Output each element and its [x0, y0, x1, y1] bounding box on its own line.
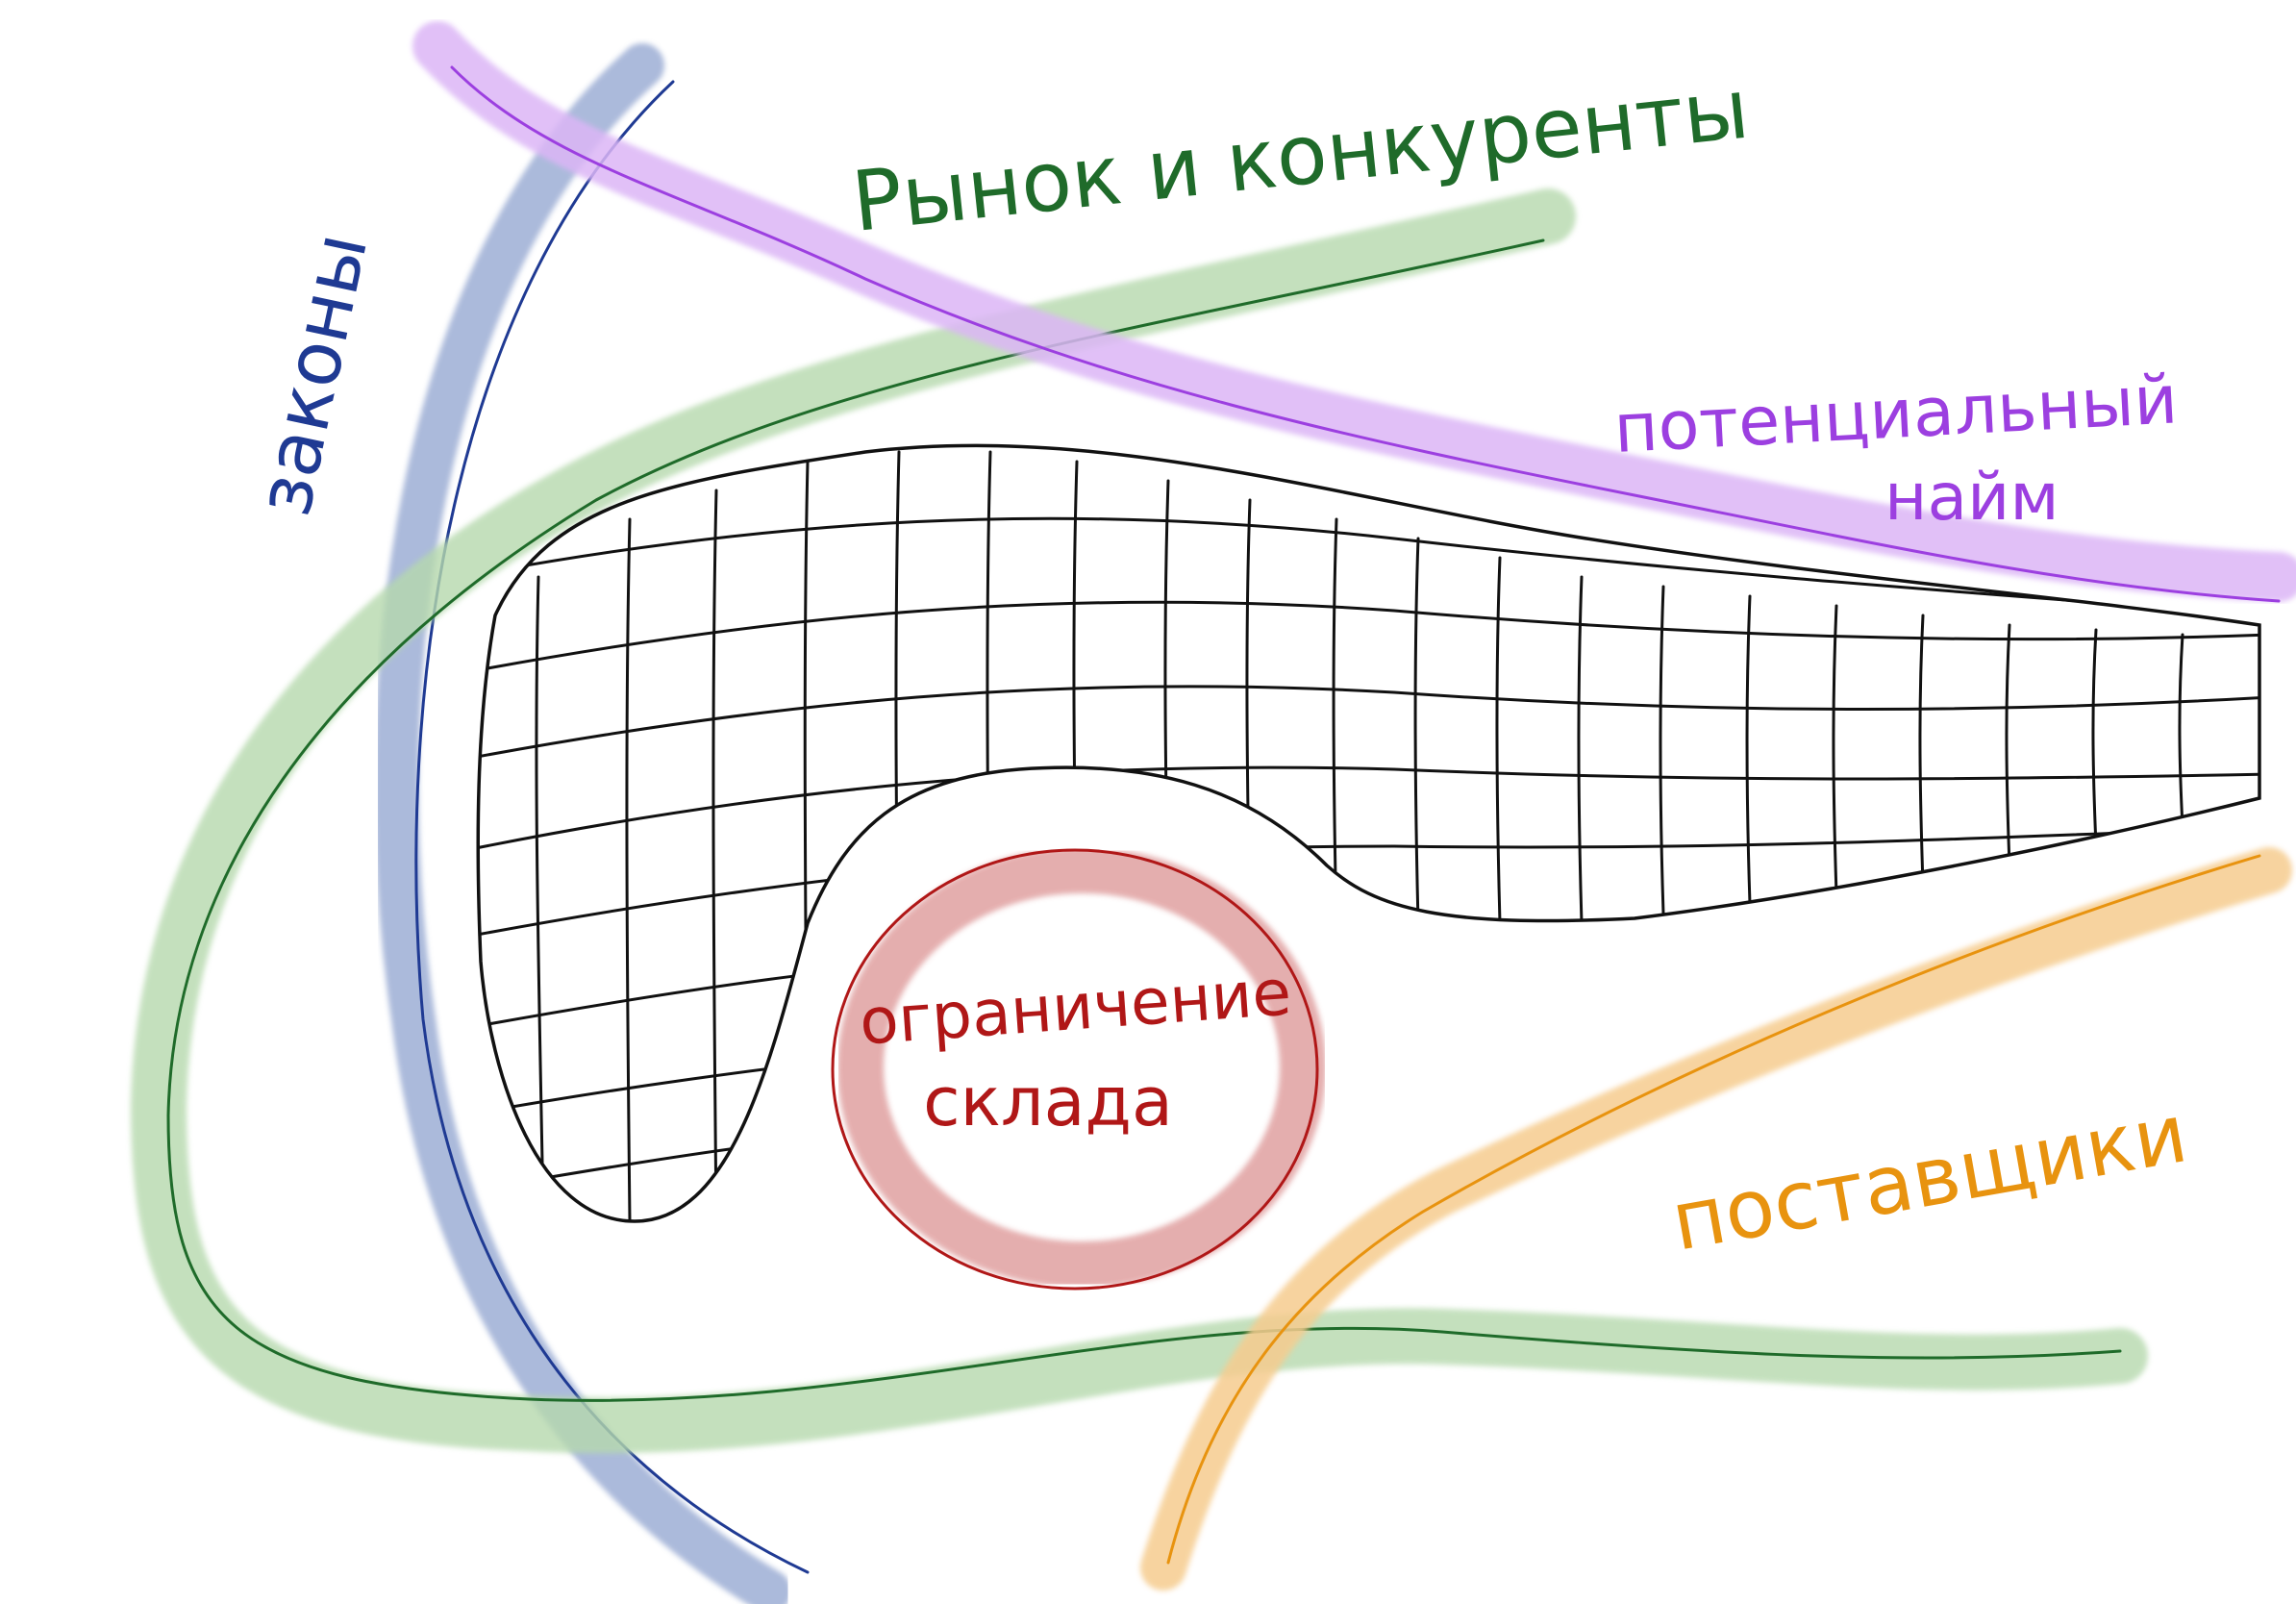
hiring-boundary: [412, 21, 2296, 603]
market-boundary: [130, 188, 2148, 1454]
laws-boundary: [374, 43, 810, 1604]
suppliers-label: поставщики: [1664, 1086, 2193, 1269]
hiring-label-line1: потенциальный: [1612, 360, 2180, 468]
laws-label: законы: [241, 226, 386, 523]
hiring-label-line2: найм: [1884, 460, 2059, 536]
suppliers-boundary: [1140, 847, 2292, 1591]
warehouse-label-line2: склада: [923, 1063, 1173, 1141]
warehouse-limit-ring: [831, 847, 1326, 1291]
market-label: Рынок и конкуренты: [848, 62, 1754, 251]
warehouse-label-line1: ограничение: [857, 955, 1293, 1059]
